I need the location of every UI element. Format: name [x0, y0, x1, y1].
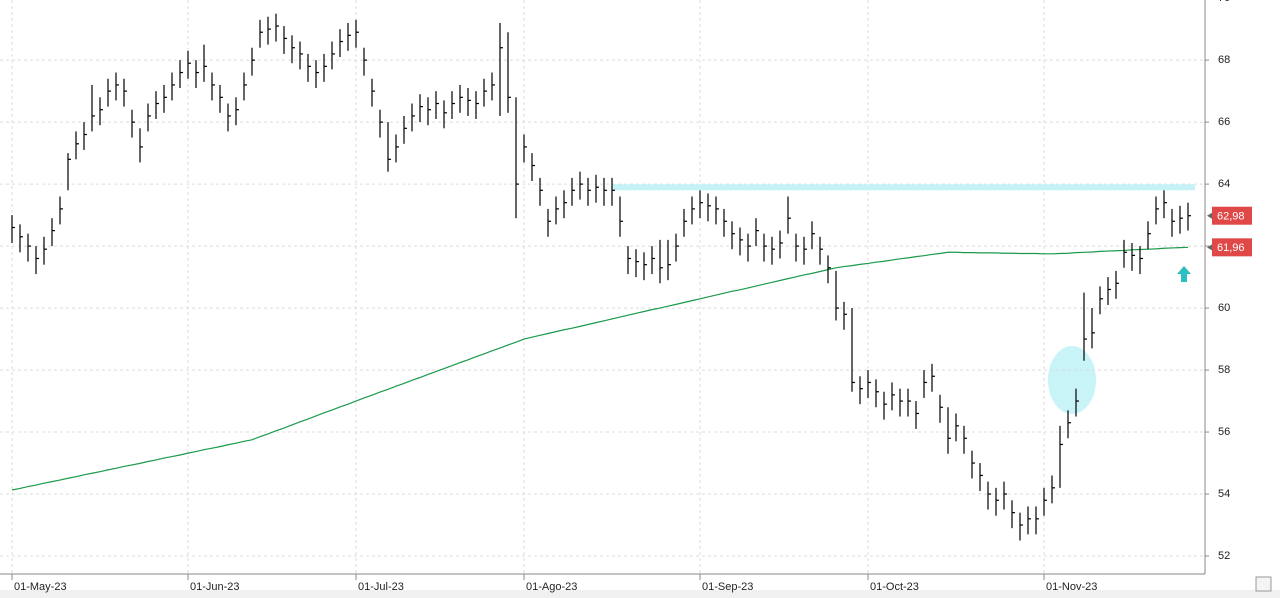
price-marker [1207, 212, 1212, 219]
x-tick-label: 01-May-23 [14, 581, 67, 593]
zoom-button[interactable] [1255, 576, 1272, 592]
y-tick-label: 66 [1218, 116, 1230, 128]
x-tick-label: 01-Ago-23 [526, 581, 577, 593]
y-tick-label: 70 [1218, 0, 1230, 4]
y-tick-label: 54 [1218, 488, 1230, 500]
x-tick-label: 01-Jul-23 [358, 581, 404, 593]
x-tick-label: 01-Oct-23 [870, 581, 919, 593]
y-tick-label: 58 [1218, 364, 1230, 376]
x-tick-label: 01-Nov-23 [1046, 581, 1097, 593]
price-label: 62,98 [1217, 211, 1245, 223]
y-tick-label: 68 [1218, 54, 1230, 66]
price-label: 61,96 [1217, 242, 1245, 254]
y-tick-label: 64 [1218, 178, 1230, 190]
up-arrow [1177, 266, 1191, 282]
scrollbar[interactable] [0, 590, 1280, 598]
y-tick-label: 60 [1218, 302, 1230, 314]
x-tick-label: 01-Jun-23 [190, 581, 240, 593]
x-tick-label: 01-Sep-23 [702, 581, 753, 593]
y-tick-label: 52 [1218, 550, 1230, 562]
price-marker [1207, 244, 1212, 251]
highlight-ellipse [1048, 346, 1096, 414]
y-tick-label: 56 [1218, 426, 1230, 438]
moving-average [11, 246, 1189, 491]
price-label-box [1212, 238, 1252, 257]
price-label-box [1212, 206, 1252, 225]
